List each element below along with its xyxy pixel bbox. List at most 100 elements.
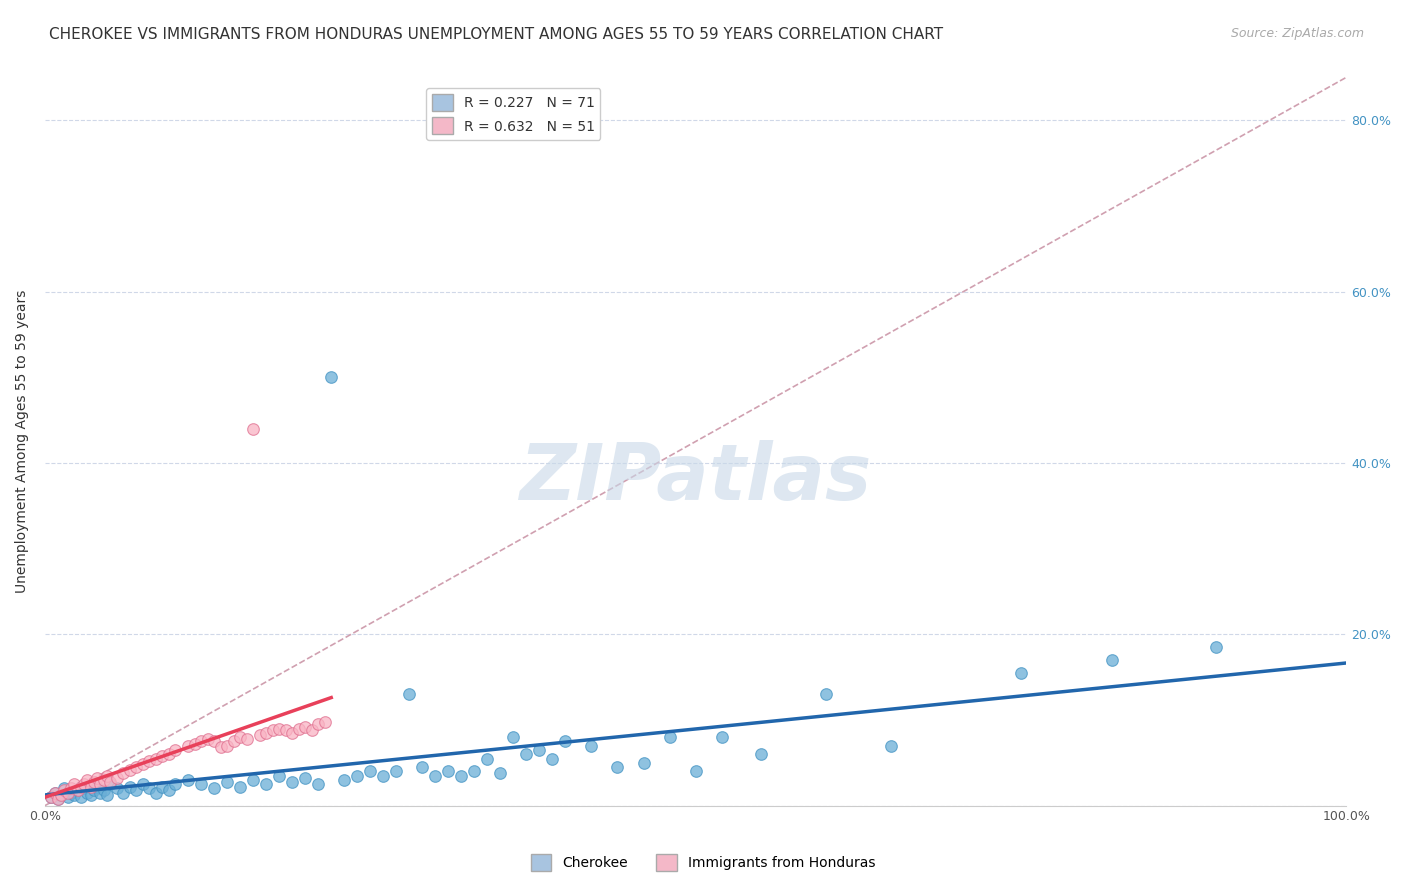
Point	[463, 764, 485, 779]
Point	[202, 734, 225, 748]
Text: Source: ZipAtlas.com: Source: ZipAtlas.com	[1230, 27, 1364, 40]
Point	[314, 714, 336, 729]
Point	[98, 774, 121, 789]
Point	[58, 790, 80, 805]
Point	[269, 769, 291, 783]
Point	[73, 777, 96, 791]
Point	[359, 764, 381, 779]
Point	[269, 722, 291, 736]
Point	[93, 772, 115, 787]
Point	[685, 764, 707, 779]
Point	[66, 783, 89, 797]
Point	[53, 781, 76, 796]
Point	[112, 786, 135, 800]
Point	[489, 766, 512, 780]
Point	[145, 786, 167, 800]
Point	[242, 772, 264, 787]
Point	[177, 739, 200, 753]
Point	[202, 781, 225, 796]
Point	[112, 766, 135, 780]
Point	[41, 790, 63, 805]
Point	[373, 769, 395, 783]
Point	[541, 751, 564, 765]
Point	[222, 734, 245, 748]
Point	[502, 730, 524, 744]
Point	[105, 771, 128, 785]
Point	[66, 783, 89, 797]
Point	[197, 731, 219, 746]
Point	[125, 783, 148, 797]
Point	[229, 730, 252, 744]
Point	[658, 730, 681, 744]
Point	[145, 751, 167, 765]
Point	[86, 771, 108, 785]
Point	[301, 723, 323, 738]
Point	[59, 781, 82, 796]
Text: ZIPatlas: ZIPatlas	[519, 440, 872, 516]
Point	[125, 760, 148, 774]
Legend: R = 0.227   N = 71, R = 0.632   N = 51: R = 0.227 N = 71, R = 0.632 N = 51	[426, 88, 600, 140]
Point	[96, 789, 118, 803]
Point	[249, 728, 271, 742]
Point	[44, 786, 66, 800]
Point	[287, 722, 309, 736]
Point	[70, 790, 93, 805]
Point	[183, 737, 205, 751]
Point	[425, 769, 447, 783]
Point	[294, 771, 316, 785]
Point	[62, 789, 84, 803]
Point	[150, 780, 173, 794]
Point	[217, 739, 239, 753]
Point	[131, 757, 153, 772]
Point	[814, 687, 837, 701]
Point	[411, 760, 433, 774]
Point	[333, 772, 356, 787]
Point	[86, 780, 108, 794]
Point	[254, 777, 277, 791]
Point	[606, 760, 628, 774]
Point	[274, 723, 297, 738]
Point	[437, 764, 460, 779]
Point	[307, 777, 329, 791]
Point	[157, 783, 180, 797]
Point	[346, 769, 368, 783]
Point	[131, 777, 153, 791]
Point	[254, 726, 277, 740]
Point	[581, 739, 603, 753]
Point	[49, 789, 72, 803]
Point	[150, 748, 173, 763]
Point	[59, 786, 82, 800]
Point	[554, 734, 576, 748]
Point	[93, 783, 115, 797]
Point	[242, 422, 264, 436]
Point	[89, 786, 111, 800]
Point	[307, 717, 329, 731]
Point	[450, 769, 472, 783]
Point	[79, 789, 101, 803]
Point	[710, 730, 733, 744]
Point	[209, 740, 232, 755]
Point	[477, 751, 499, 765]
Point	[749, 747, 772, 762]
Point	[1205, 640, 1227, 654]
Point	[229, 780, 252, 794]
Point	[633, 756, 655, 770]
Point	[41, 790, 63, 805]
Point	[321, 370, 343, 384]
Point	[46, 791, 69, 805]
Point	[83, 774, 105, 789]
Point	[98, 777, 121, 791]
Point	[79, 780, 101, 794]
Point	[1101, 653, 1123, 667]
Point	[190, 777, 212, 791]
Point	[515, 747, 537, 762]
Point	[880, 739, 903, 753]
Point	[177, 772, 200, 787]
Point	[157, 747, 180, 762]
Point	[58, 786, 80, 800]
Point	[118, 763, 141, 777]
Y-axis label: Unemployment Among Ages 55 to 59 years: Unemployment Among Ages 55 to 59 years	[15, 290, 30, 593]
Point	[217, 774, 239, 789]
Legend: Cherokee, Immigrants from Honduras: Cherokee, Immigrants from Honduras	[524, 848, 882, 876]
Point	[89, 777, 111, 791]
